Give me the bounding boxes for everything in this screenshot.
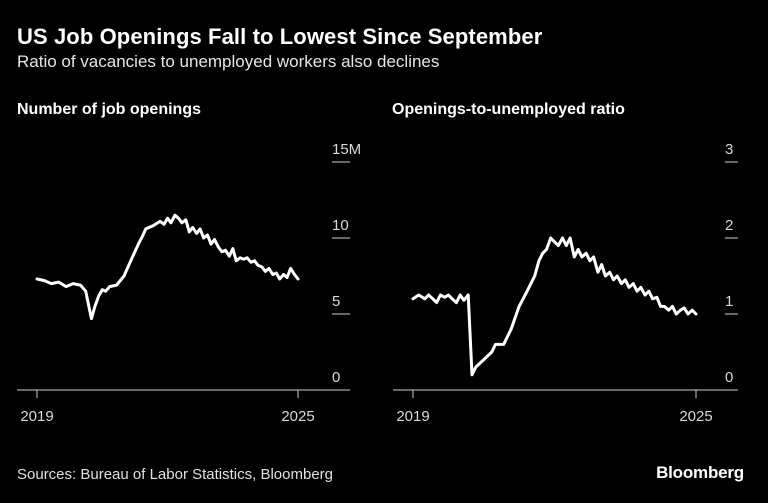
series-line: [35, 213, 300, 321]
y-tick-label: 5: [332, 293, 340, 310]
y-tick-label: 0: [332, 369, 340, 386]
series-line: [411, 236, 698, 377]
y-tick-label: 0: [725, 369, 733, 386]
y-tick-label: 10: [332, 217, 349, 234]
x-tick-label: 2019: [20, 408, 53, 425]
right-panel-title: Openings-to-unemployed ratio: [392, 101, 625, 118]
x-tick-label: 2019: [396, 408, 429, 425]
bloomberg-logo: Bloomberg: [656, 463, 744, 482]
chart-subtitle: Ratio of vacancies to unemployed workers…: [17, 52, 440, 71]
x-tick-label: 2025: [281, 408, 314, 425]
left-panel-title: Number of job openings: [17, 101, 201, 118]
y-tick-label: 2: [725, 217, 733, 234]
chart-title: US Job Openings Fall to Lowest Since Sep…: [17, 24, 543, 49]
y-tick-label: 3: [725, 141, 733, 158]
x-tick-label: 2025: [679, 408, 712, 425]
source-note: Sources: Bureau of Labor Statistics, Blo…: [17, 466, 333, 483]
y-tick-label: 15M: [332, 141, 361, 158]
y-tick-label: 1: [725, 293, 733, 310]
